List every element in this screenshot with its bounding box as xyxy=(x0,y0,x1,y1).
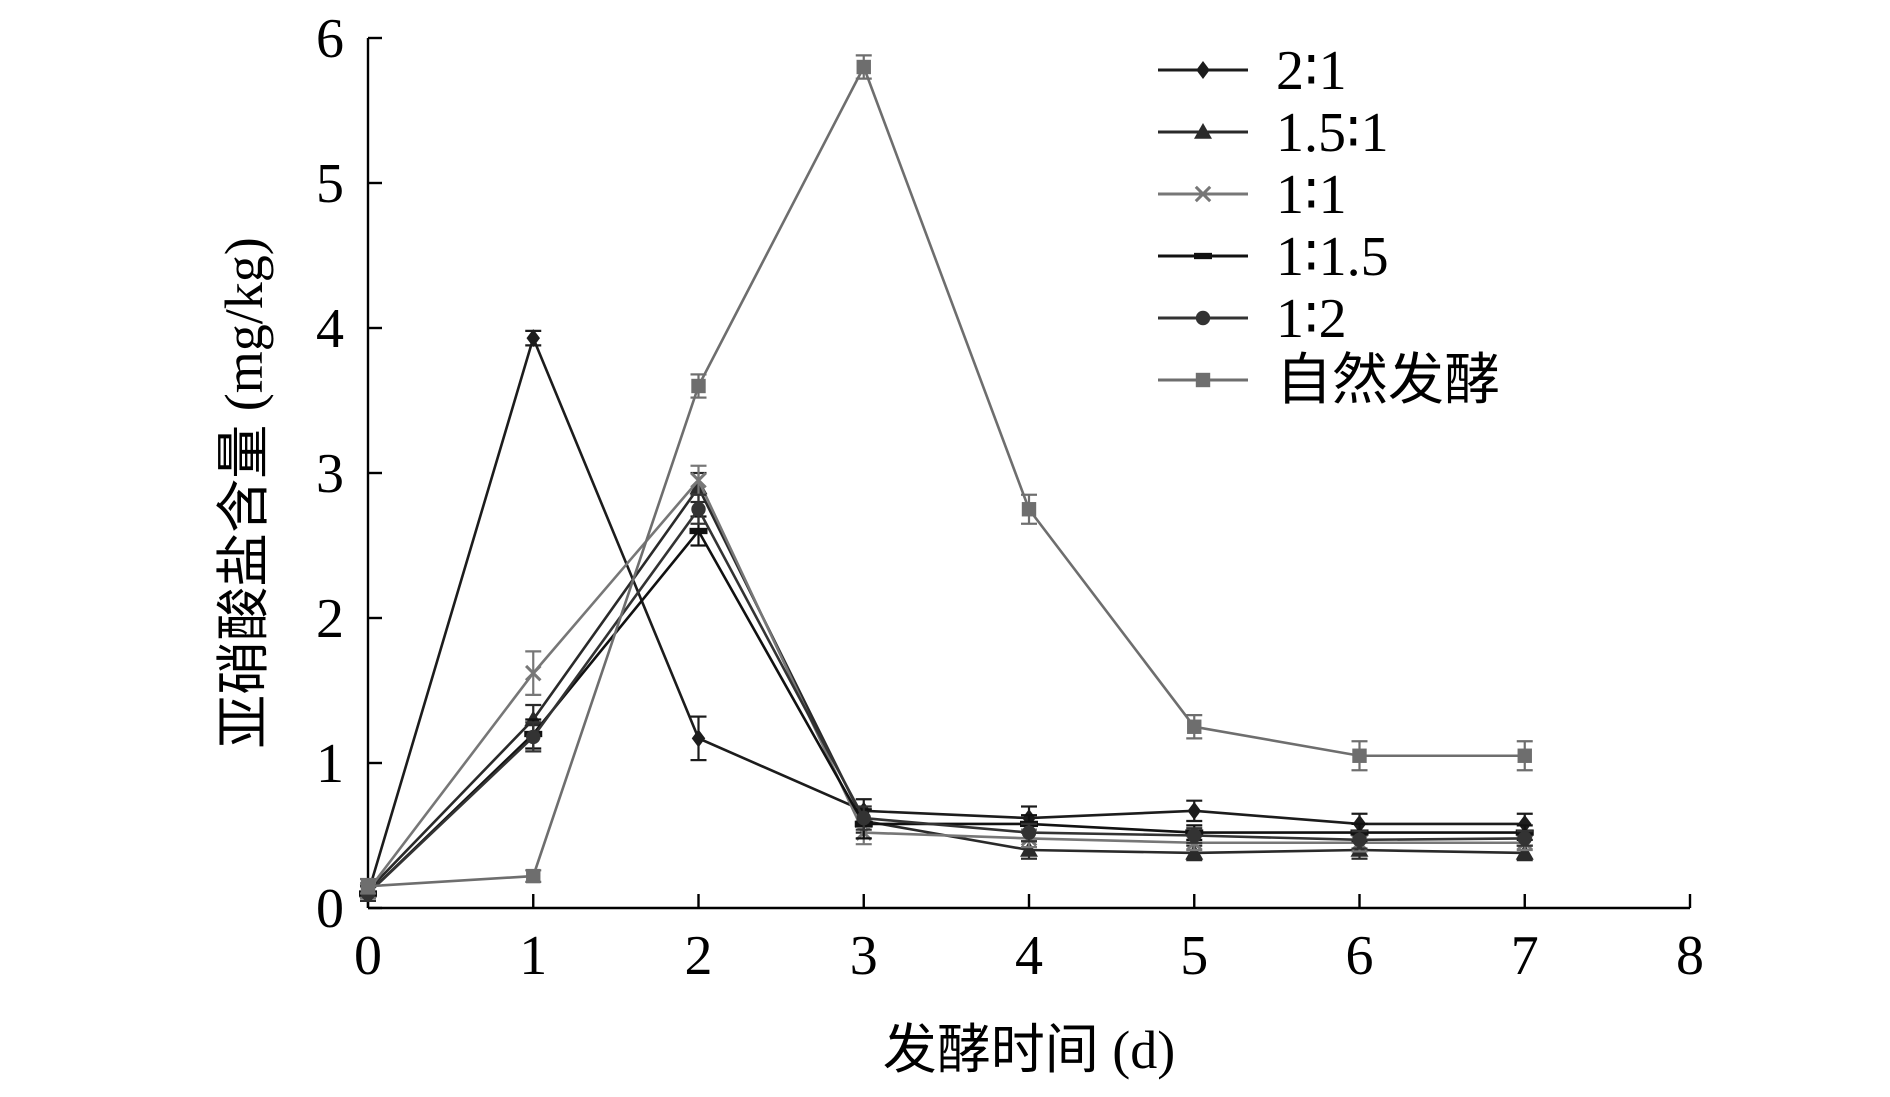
x-tick-label: 0 xyxy=(354,925,382,987)
x-tick-label: 3 xyxy=(850,925,878,987)
data-point xyxy=(1187,801,1201,820)
x-tick-label: 7 xyxy=(1511,925,1539,987)
x-tick-label: 2 xyxy=(685,925,713,987)
series-line xyxy=(367,506,1525,895)
data-point xyxy=(1352,748,1367,763)
x-tick-label: 6 xyxy=(1346,925,1374,987)
x-tick-label: 8 xyxy=(1676,925,1704,987)
data-point xyxy=(691,729,706,748)
series-4 xyxy=(360,493,1533,902)
legend-item: 1.5∶1 xyxy=(1158,102,1389,164)
x-tick-label: 4 xyxy=(1015,925,1043,987)
legend-item: 1∶1 xyxy=(1158,164,1347,226)
x-stroke xyxy=(524,664,542,682)
y-tick-label: 1 xyxy=(316,733,344,795)
plot-series xyxy=(359,54,1534,903)
data-point xyxy=(1021,502,1037,517)
legend-marker xyxy=(1194,123,1212,139)
legend-item: 1∶2 xyxy=(1158,288,1347,350)
y-tick-label: 5 xyxy=(316,153,344,215)
legend-item: 自然发酵 xyxy=(1158,350,1500,412)
y-tick-label: 4 xyxy=(316,298,344,360)
y-tick-label: 6 xyxy=(316,8,344,70)
data-point xyxy=(526,868,541,884)
series-0 xyxy=(360,329,1533,903)
y-tick-label: 3 xyxy=(316,443,344,505)
data-point xyxy=(1020,841,1038,857)
y-tick-label: 2 xyxy=(316,588,344,650)
legend-label: 1.5∶1 xyxy=(1276,102,1389,164)
data-point xyxy=(691,378,706,394)
x-stroke xyxy=(690,471,707,489)
series-line xyxy=(366,334,1525,894)
legend-marker xyxy=(1196,61,1210,79)
legend-item: 2∶1 xyxy=(1158,40,1347,102)
y-ticks: 0 1 2 3 4 5 6 xyxy=(316,8,382,940)
y-tick-label: 0 xyxy=(316,878,344,940)
data-point xyxy=(1187,828,1202,843)
legend-marker xyxy=(1194,252,1212,260)
data-point xyxy=(856,810,871,826)
data-point xyxy=(1517,831,1532,846)
legend-label: 1∶1 xyxy=(1276,164,1347,226)
data-point xyxy=(689,527,708,535)
data-point xyxy=(524,664,542,682)
x-ticks: 0 1 2 3 4 5 6 7 8 xyxy=(354,894,1704,987)
x-tick-label: 1 xyxy=(519,925,547,987)
data-point xyxy=(1352,832,1367,848)
series-line xyxy=(366,477,1525,892)
data-point xyxy=(1185,843,1204,860)
data-point xyxy=(526,329,540,348)
data-point xyxy=(1021,825,1037,840)
legend-label: 1∶1.5 xyxy=(1276,226,1389,288)
data-point xyxy=(1187,719,1202,734)
y-axis-title: 亚硝酸盐含量 (mg/kg) xyxy=(214,237,274,748)
data-point xyxy=(360,879,376,894)
data-point xyxy=(1517,748,1532,763)
x-axis-title: 发酵时间 (d) xyxy=(883,1020,1175,1080)
legend-item: 1∶1.5 xyxy=(1158,226,1389,288)
series-5 xyxy=(360,54,1533,895)
data-point xyxy=(1518,814,1532,833)
data-point xyxy=(1515,843,1534,860)
legend-marker xyxy=(1195,310,1211,326)
legend-label: 自然发酵 xyxy=(1276,350,1500,412)
legend-marker xyxy=(1195,372,1211,388)
data-point xyxy=(691,502,706,517)
legend-label: 1∶2 xyxy=(1276,288,1347,350)
data-point xyxy=(526,729,541,745)
data-point xyxy=(856,59,871,75)
x-stroke xyxy=(1194,185,1212,203)
legend-label: 2∶1 xyxy=(1276,40,1347,102)
series-line xyxy=(367,63,1525,888)
legend-marker xyxy=(1194,185,1212,203)
x-tick-label: 5 xyxy=(1180,925,1208,987)
data-point xyxy=(690,471,707,489)
